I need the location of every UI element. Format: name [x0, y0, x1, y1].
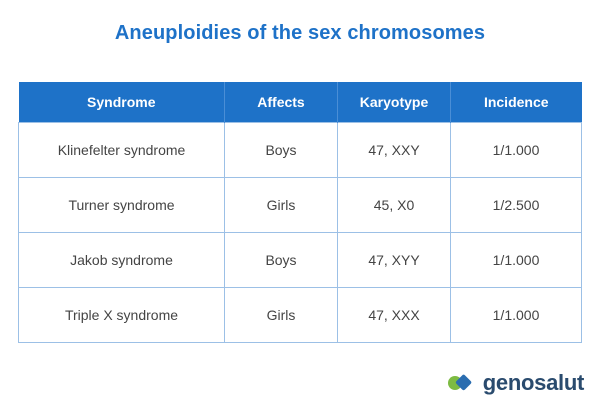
logo-text: genosalut — [482, 370, 585, 395]
cell-syndrome: Jakob syndrome — [18, 232, 225, 288]
page-title: Aneuploidies of the sex chromosomes — [114, 22, 486, 44]
table-row: Klinefelter syndrome Boys 47, XXY 1/1.00… — [18, 122, 582, 178]
cell-incidence: 1/2.500 — [450, 177, 582, 233]
table-row: Jakob syndrome Boys 47, XYY 1/1.000 — [18, 232, 582, 288]
cell-karyotype: 45, X0 — [337, 177, 451, 233]
cell-affects: Boys — [224, 122, 338, 178]
syndromes-table: Syndrome Affects Karyotype Incidence Kli… — [18, 82, 582, 343]
column-header-karyotype: Karyotype — [337, 82, 451, 123]
column-header-affects: Affects — [224, 82, 338, 123]
column-header-syndrome: Syndrome — [18, 82, 225, 123]
table-row: Turner syndrome Girls 45, X0 1/2.500 — [18, 177, 582, 233]
cell-affects: Boys — [224, 232, 338, 288]
genosalut-logo: genosalut — [447, 368, 584, 398]
genosalut-logo-icon — [447, 372, 477, 394]
cell-karyotype: 47, XXX — [337, 287, 451, 343]
table-header-row: Syndrome Affects Karyotype Incidence — [18, 82, 582, 123]
cell-karyotype: 47, XXY — [337, 122, 451, 178]
cell-karyotype: 47, XYY — [337, 232, 451, 288]
column-header-incidence: Incidence — [450, 82, 582, 123]
cell-syndrome: Turner syndrome — [18, 177, 225, 233]
cell-affects: Girls — [224, 287, 338, 343]
cell-incidence: 1/1.000 — [450, 232, 582, 288]
cell-affects: Girls — [224, 177, 338, 233]
cell-syndrome: Triple X syndrome — [18, 287, 225, 343]
cell-incidence: 1/1.000 — [450, 287, 582, 343]
table-row: Triple X syndrome Girls 47, XXX 1/1.000 — [18, 287, 582, 343]
cell-incidence: 1/1.000 — [450, 122, 582, 178]
cell-syndrome: Klinefelter syndrome — [18, 122, 225, 178]
